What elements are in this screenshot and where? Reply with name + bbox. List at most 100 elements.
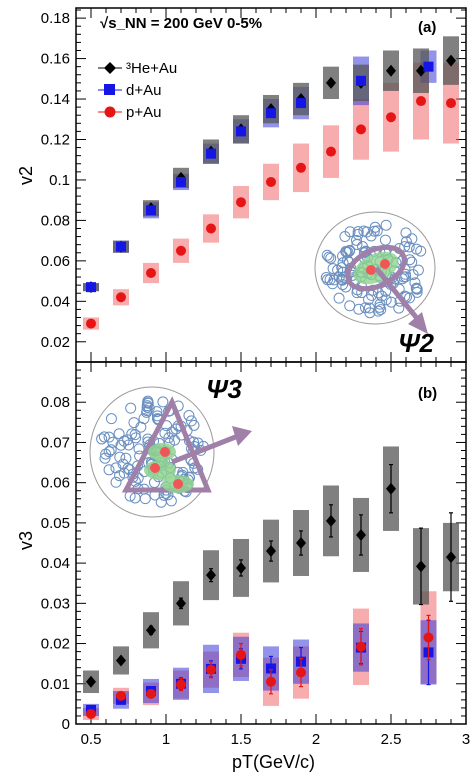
data-point-he bbox=[206, 569, 216, 582]
data-point-he bbox=[356, 528, 366, 541]
data-point-d bbox=[176, 176, 186, 187]
nucleon bbox=[142, 397, 154, 409]
data-point-p bbox=[86, 318, 96, 329]
legend-label: p+Au bbox=[126, 104, 161, 121]
nucleon bbox=[169, 434, 181, 446]
nucleon bbox=[99, 452, 111, 464]
legend-label: ³He+Au bbox=[126, 60, 177, 77]
legend-entry-he: ³He+Au bbox=[98, 60, 177, 77]
nucleon bbox=[98, 431, 110, 443]
hotspot-point bbox=[173, 479, 183, 489]
nucleon bbox=[185, 415, 197, 427]
data-point-d bbox=[146, 205, 156, 216]
collision-diagram-elliptic-icon bbox=[314, 211, 436, 334]
nucleon bbox=[138, 413, 150, 425]
y-tick-label: 0.04 bbox=[41, 293, 70, 310]
nucleon bbox=[126, 428, 138, 440]
data-point-p bbox=[116, 690, 126, 701]
data-point-p bbox=[86, 708, 96, 719]
nucleon bbox=[333, 292, 345, 304]
nucleon bbox=[323, 251, 335, 263]
y-tick-label: 0.14 bbox=[41, 91, 70, 108]
data-point-he bbox=[236, 561, 246, 574]
data-point-p bbox=[206, 223, 216, 234]
data-point-p bbox=[266, 176, 276, 187]
legend-entry-p: p+Au bbox=[98, 104, 161, 121]
nucleon bbox=[139, 493, 151, 505]
nucleon bbox=[375, 304, 387, 316]
nucleon bbox=[351, 238, 363, 250]
nucleon bbox=[325, 252, 337, 264]
arrow-head bbox=[408, 312, 428, 334]
data-point-p bbox=[236, 649, 246, 660]
nucleon bbox=[120, 452, 132, 464]
x-tick-label: 3 bbox=[462, 731, 470, 748]
participant-ellipse bbox=[345, 244, 407, 292]
data-point-he bbox=[326, 76, 336, 89]
collision-diagram-triangular-icon bbox=[89, 386, 252, 518]
data-point-p bbox=[266, 676, 276, 687]
panel-b-label: (b) bbox=[418, 385, 437, 402]
data-point-d bbox=[266, 663, 276, 674]
data-point-d bbox=[423, 61, 434, 72]
legend-entry-d: d+Au bbox=[98, 82, 161, 99]
hotspot-point bbox=[380, 259, 390, 269]
nucleon bbox=[166, 426, 178, 438]
y-tick-label: 0.12 bbox=[41, 131, 70, 148]
nucleon bbox=[337, 257, 349, 269]
nucleon bbox=[380, 285, 392, 297]
data-point-p bbox=[356, 641, 366, 652]
y-tick-label: 0.01 bbox=[41, 676, 70, 693]
nucleon bbox=[130, 432, 142, 444]
nucleon bbox=[100, 448, 112, 460]
nucleon bbox=[350, 234, 362, 246]
data-point-p bbox=[416, 96, 426, 107]
x-tick-label: 2 bbox=[312, 731, 320, 748]
nucleon bbox=[343, 245, 355, 257]
nucleon bbox=[115, 439, 127, 451]
nucleon bbox=[96, 433, 108, 445]
nucleon bbox=[129, 492, 141, 504]
nucleon bbox=[379, 234, 391, 246]
nucleon bbox=[105, 413, 117, 425]
y-tick-label: 0.06 bbox=[41, 253, 70, 270]
x-axis-label: pT(GeV/c) bbox=[232, 752, 315, 772]
data-point-he bbox=[116, 654, 126, 667]
data-point-p bbox=[206, 664, 216, 675]
nucleon bbox=[192, 437, 204, 449]
y-tick-label: 0.07 bbox=[41, 434, 70, 451]
nucleon bbox=[328, 274, 340, 286]
data-point-he bbox=[86, 675, 96, 688]
nucleon bbox=[344, 300, 356, 312]
nucleon bbox=[114, 451, 126, 463]
y-tick-label: 0.1 bbox=[49, 172, 70, 189]
nucleon bbox=[393, 302, 405, 314]
hotspot-point bbox=[150, 463, 160, 473]
data-point-he bbox=[386, 64, 396, 77]
y-tick-label: 0.05 bbox=[41, 515, 70, 532]
plane-arrow bbox=[171, 433, 239, 465]
data-point-d bbox=[266, 108, 276, 119]
panel-a-label: (a) bbox=[418, 19, 436, 36]
data-point-he bbox=[266, 545, 276, 558]
y-tick-label: 0.18 bbox=[41, 10, 70, 27]
nucleon bbox=[374, 298, 386, 310]
nucleon bbox=[157, 396, 169, 408]
data-point-d bbox=[296, 98, 306, 109]
data-point-he bbox=[176, 597, 186, 610]
x-tick-label: 1 bbox=[162, 731, 170, 748]
nucleon bbox=[380, 219, 392, 231]
y-tick-label: 0 bbox=[62, 716, 70, 733]
nucleon bbox=[406, 233, 418, 245]
nucleon bbox=[123, 439, 135, 451]
nucleon bbox=[333, 271, 345, 283]
nucleon bbox=[404, 292, 416, 304]
y-axis-label-a: v2 bbox=[16, 166, 36, 185]
y-tick-label: 0.06 bbox=[41, 475, 70, 492]
y-tick-label: 0.02 bbox=[41, 334, 70, 351]
data-point-p bbox=[146, 688, 156, 699]
nucleon bbox=[400, 227, 412, 239]
nucleon bbox=[128, 417, 140, 429]
data-point-d bbox=[356, 75, 366, 86]
nucleon bbox=[320, 271, 332, 283]
